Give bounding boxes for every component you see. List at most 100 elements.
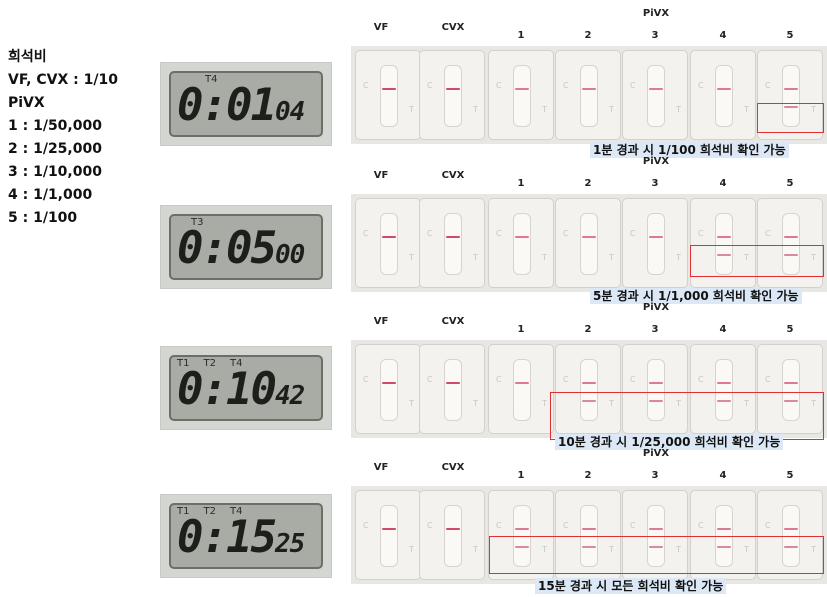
result-window: [444, 505, 462, 567]
result-window: [580, 65, 598, 127]
timer-display: T4 0:0104: [160, 62, 332, 146]
result-window: [513, 65, 531, 127]
cassette-t-label: T: [609, 545, 614, 554]
header-cvx: CVX: [441, 462, 465, 473]
cassette-t-label: T: [811, 253, 816, 262]
timer-lcd: T1 T2 T4 0:1042: [169, 355, 323, 421]
control-line: [515, 88, 529, 90]
timer-tag: T1: [177, 358, 190, 369]
timer-seconds: 42: [274, 381, 305, 411]
cassette-c-label: C: [496, 229, 502, 238]
result-window: [513, 359, 531, 421]
timer-tags: T1 T2 T4: [177, 506, 256, 517]
cassette-c-label: C: [698, 229, 704, 238]
test-line: [784, 106, 798, 108]
control-line: [582, 528, 596, 530]
control-line: [446, 236, 460, 238]
header-pivx-5: 5: [786, 178, 794, 189]
result-window: [380, 213, 398, 275]
result-window: [444, 359, 462, 421]
highlight-box: [489, 536, 824, 574]
cassette-t-label: T: [473, 399, 478, 408]
cassette-t-label: T: [409, 399, 414, 408]
result-window: [580, 359, 598, 421]
cassette-t-label: T: [542, 545, 547, 554]
header-cvx: CVX: [441, 316, 465, 327]
legend-line-4: 4 : 1/1,000: [8, 187, 93, 203]
control-line: [382, 88, 396, 90]
header-pivx-4: 4: [719, 178, 727, 189]
result-caption: 10분 경과 시 1/25,000 희석비 확인 가능: [555, 434, 784, 450]
result-window: [782, 213, 800, 275]
timer-tag: T2: [203, 506, 216, 517]
timer-reading: 0:0500: [177, 226, 305, 278]
legend-line-5: 5 : 1/100: [8, 210, 78, 226]
cassette-c-label: C: [630, 81, 636, 90]
cassette-t-label: T: [744, 545, 749, 554]
cassette-t-label: T: [744, 105, 749, 114]
timer-tag: T3: [191, 217, 204, 228]
header-pivx-1: 1: [517, 324, 525, 335]
cassette-t-label: T: [409, 253, 414, 262]
highlight-box: [550, 392, 824, 440]
test-line: [649, 400, 663, 402]
control-line: [717, 236, 731, 238]
timer-tag: T4: [229, 506, 243, 517]
cassette-c-label: C: [496, 81, 502, 90]
header-vf: VF: [373, 22, 389, 33]
cassette-t-label: T: [744, 253, 749, 262]
cassette-t-label: T: [744, 399, 749, 408]
timer-lcd: T1 T2 T4 0:1525: [169, 503, 323, 569]
cassette-t-label: T: [676, 399, 681, 408]
control-line: [784, 382, 798, 384]
result-caption: 15분 경과 시 모든 희석비 확인 가능: [535, 578, 727, 594]
test-line: [717, 254, 731, 256]
timer-minutes: 0:01: [177, 80, 277, 131]
cassette-c-label: C: [363, 229, 369, 238]
header-pivx-3: 3: [651, 30, 659, 41]
timer-tag: T2: [203, 358, 216, 369]
cassette-c-label: C: [496, 375, 502, 384]
control-line: [446, 88, 460, 90]
control-line: [582, 236, 596, 238]
header-pivx: PiVX: [642, 8, 670, 19]
control-line: [582, 382, 596, 384]
cassette-t-label: T: [609, 105, 614, 114]
control-line: [382, 528, 396, 530]
cassette-t-label: T: [811, 399, 816, 408]
result-caption: 5분 경과 시 1/1,000 희석비 확인 가능: [590, 288, 802, 304]
cassette-c-label: C: [698, 521, 704, 530]
control-line: [784, 88, 798, 90]
result-window: [647, 65, 665, 127]
result-window: [380, 505, 398, 567]
cassette-t-label: T: [676, 545, 681, 554]
control-line: [382, 236, 396, 238]
result-window: [782, 359, 800, 421]
header-pivx-1: 1: [517, 30, 525, 41]
cassette-c-label: C: [630, 375, 636, 384]
cassette-t-label: T: [542, 105, 547, 114]
cassette-c-label: C: [427, 375, 433, 384]
timer-tag: T4: [205, 74, 218, 85]
highlight-box: [690, 245, 824, 277]
result-window: [715, 213, 733, 275]
header-pivx-4: 4: [719, 324, 727, 335]
test-line: [717, 546, 731, 548]
test-line: [784, 254, 798, 256]
result-window: [444, 213, 462, 275]
header-pivx-2: 2: [584, 30, 592, 41]
